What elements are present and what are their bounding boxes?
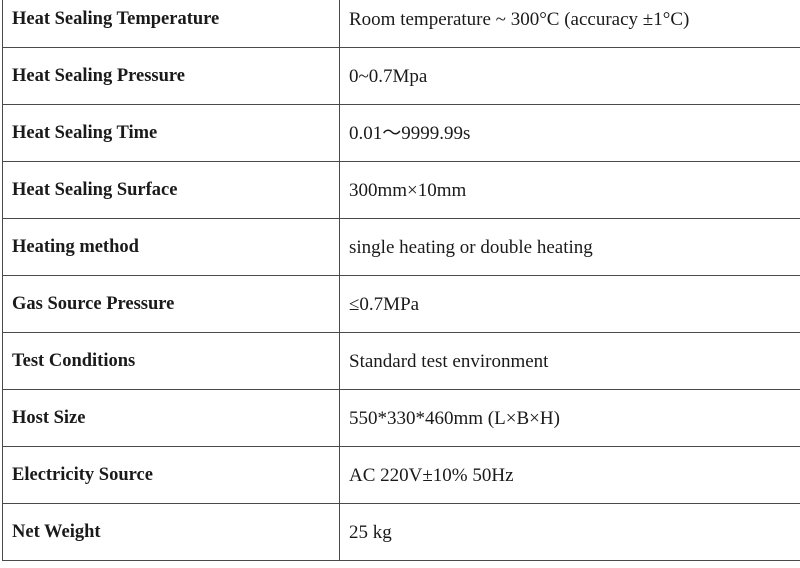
parameter-cell: Electricity Source <box>2 446 340 504</box>
table-row: Host Size 550*330*460mm (L×B×H) <box>2 389 800 447</box>
parameter-cell: Gas Source Pressure <box>2 275 340 333</box>
parameter-cell: Heat Sealing Time <box>2 104 340 162</box>
parameter-cell: Heat Sealing Pressure <box>2 47 340 105</box>
parameter-cell: Net Weight <box>2 503 340 561</box>
value-cell: Room temperature ~ 300°C (accuracy ±1°C) <box>339 0 800 48</box>
value-cell: single heating or double heating <box>339 218 800 276</box>
table-row: Heat Sealing Surface 300mm×10mm <box>2 161 800 219</box>
value-cell: 300mm×10mm <box>339 161 800 219</box>
value-cell: 25 kg <box>339 503 800 561</box>
parameter-cell: Heat Sealing Surface <box>2 161 340 219</box>
value-cell: 550*330*460mm (L×B×H) <box>339 389 800 447</box>
table-row: Gas Source Pressure ≤0.7MPa <box>2 275 800 333</box>
value-cell: ≤0.7MPa <box>339 275 800 333</box>
table-row: Test Conditions Standard test environmen… <box>2 332 800 390</box>
table-row: Heating method single heating or double … <box>2 218 800 276</box>
parameter-cell: Host Size <box>2 389 340 447</box>
parameter-cell: Test Conditions <box>2 332 340 390</box>
table-row: Heat Sealing Pressure 0~0.7Mpa <box>2 47 800 105</box>
value-cell: AC 220V±10% 50Hz <box>339 446 800 504</box>
parameter-cell: Heat Sealing Temperature <box>2 0 340 48</box>
table-row: Electricity Source AC 220V±10% 50Hz <box>2 446 800 504</box>
table-row: Heat Sealing Temperature Room temperatur… <box>2 0 800 48</box>
value-cell: 0~0.7Mpa <box>339 47 800 105</box>
value-cell: Standard test environment <box>339 332 800 390</box>
table-row: Net Weight 25 kg <box>2 503 800 561</box>
value-cell: 0.01～9999.99s <box>339 104 800 162</box>
parameter-cell: Heating method <box>2 218 340 276</box>
table-row: Heat Sealing Time 0.01～9999.99s <box>2 104 800 162</box>
